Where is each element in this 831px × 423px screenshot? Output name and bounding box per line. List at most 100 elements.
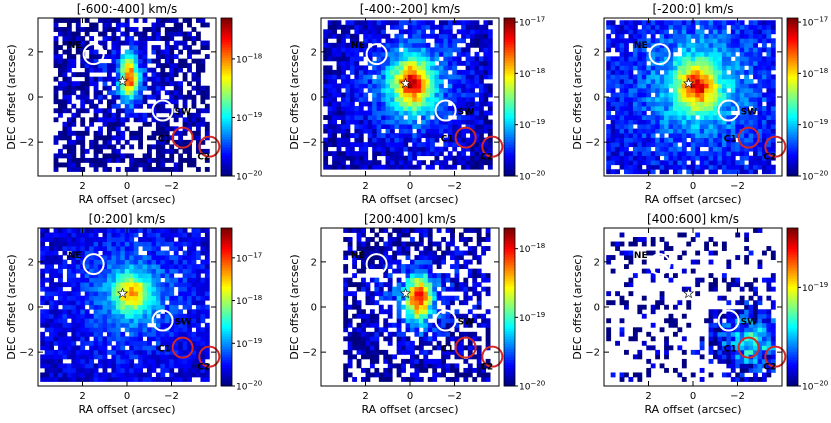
panel-title: [-600:-400] km/s <box>77 2 178 16</box>
colorbar-segment <box>221 165 232 169</box>
colorbar-segment <box>221 89 232 93</box>
colorbar-segment <box>504 168 515 172</box>
colorbar-segment <box>504 238 515 242</box>
panel-title: [-200:0] km/s <box>652 2 733 16</box>
colorbar-segment <box>221 293 232 297</box>
region-c1-label: C1 <box>441 345 454 355</box>
colorbar-segment <box>787 364 798 369</box>
colorbar-segment <box>221 346 232 350</box>
region-c2-circle <box>764 135 787 158</box>
region-c2-label: C2 <box>480 153 493 163</box>
colorbar-segment <box>221 49 232 53</box>
colorbar-segment <box>221 81 232 85</box>
colorbar-segment <box>504 112 515 116</box>
colorbar-segment <box>504 170 515 174</box>
colorbar-segment <box>221 149 232 153</box>
colorbar-segment <box>221 285 232 290</box>
x-tick-label: 2 <box>645 391 651 402</box>
colorbar-tick-exponent: −18 <box>530 67 545 75</box>
colorbar-segment <box>504 70 515 74</box>
colorbar-segment <box>221 354 232 358</box>
colorbar-segment <box>504 370 515 374</box>
colorbar-segment <box>221 31 232 35</box>
colorbar-segment <box>221 173 232 177</box>
colorbar-segment <box>504 333 515 337</box>
colorbar-tick-base: 10 <box>236 340 248 350</box>
colorbar-segment <box>787 120 798 124</box>
colorbar-segment <box>221 259 232 263</box>
colorbar-segment <box>787 309 798 313</box>
colorbar-segment <box>787 139 798 143</box>
colorbar-segment <box>787 375 798 379</box>
x-axis-label: RA offset (arcsec) <box>644 193 741 206</box>
colorbar-tick-exponent: −19 <box>247 337 262 345</box>
colorbar-segment <box>787 86 798 90</box>
colorbar-tick-base: 10 <box>236 297 248 307</box>
colorbar-segment <box>221 154 232 159</box>
colorbar-tick-exponent: −17 <box>247 251 262 259</box>
colorbar-segment <box>504 104 515 109</box>
colorbar-tick-label: 10−19 <box>519 311 545 324</box>
colorbar-tick-label: 10−18 <box>236 294 262 307</box>
colorbar-segment <box>221 351 232 355</box>
colorbar-segment <box>504 131 515 135</box>
colorbar-segment <box>787 328 798 332</box>
colorbar-segment <box>221 307 232 311</box>
colorbar-segment <box>504 44 515 48</box>
colorbar-segment <box>221 233 232 237</box>
colorbar-tick-exponent: −17 <box>530 16 545 24</box>
colorbar-segment <box>221 36 232 40</box>
colorbar-segment <box>504 133 515 137</box>
region-sw-label: SW <box>458 318 474 328</box>
colorbar-segment <box>221 380 232 384</box>
colorbar-segment <box>787 97 798 101</box>
colorbar-segment <box>504 118 515 122</box>
colorbar-segment <box>787 378 798 382</box>
colorbar-segment <box>504 115 515 119</box>
colorbar-tick-exponent: −20 <box>247 170 262 178</box>
colorbar-segment <box>504 378 515 382</box>
colorbar-segment <box>504 123 515 127</box>
region-ne-label: NE <box>68 251 82 261</box>
region-c1-circle <box>737 126 760 149</box>
colorbar-tick-base: 10 <box>236 254 248 264</box>
colorbar-segment <box>504 304 515 308</box>
colorbar-segment <box>221 270 232 274</box>
colorbar-segment <box>787 278 798 282</box>
colorbar-segment <box>221 251 232 255</box>
colorbar-segment <box>504 293 515 297</box>
colorbar-segment <box>787 230 798 234</box>
colorbar-segment <box>221 338 232 342</box>
colorbar-segment <box>221 333 232 337</box>
colorbar-segment <box>787 25 798 30</box>
colorbar-segment <box>787 70 798 74</box>
region-sw-label: SW <box>175 318 191 328</box>
colorbar-segment <box>504 152 515 156</box>
colorbar-segment <box>787 18 798 22</box>
colorbar-segment <box>221 322 232 326</box>
colorbar-segment <box>504 18 515 22</box>
colorbar-segment <box>787 91 798 95</box>
colorbar-segment <box>787 57 798 61</box>
colorbar-segment <box>504 330 515 334</box>
colorbar-segment <box>504 162 515 166</box>
colorbar-segment <box>787 267 798 271</box>
colorbar-segment <box>504 288 515 292</box>
colorbar-segment <box>787 246 798 250</box>
colorbar-segment <box>787 285 798 290</box>
colorbar-segment <box>787 128 798 132</box>
colorbar-tick-base: 10 <box>519 173 531 183</box>
region-c2-circle <box>481 135 504 158</box>
colorbar-segment <box>221 41 232 45</box>
colorbar-segment <box>221 133 232 137</box>
region-c1-label: C1 <box>158 345 171 355</box>
colorbar-tick-label: 10−18 <box>236 52 262 65</box>
colorbar-segment <box>787 75 798 80</box>
colorbar-segment <box>504 320 515 324</box>
colorbar-segment <box>221 128 232 132</box>
colorbar-segment <box>221 141 232 145</box>
region-ne-circle <box>365 253 388 276</box>
